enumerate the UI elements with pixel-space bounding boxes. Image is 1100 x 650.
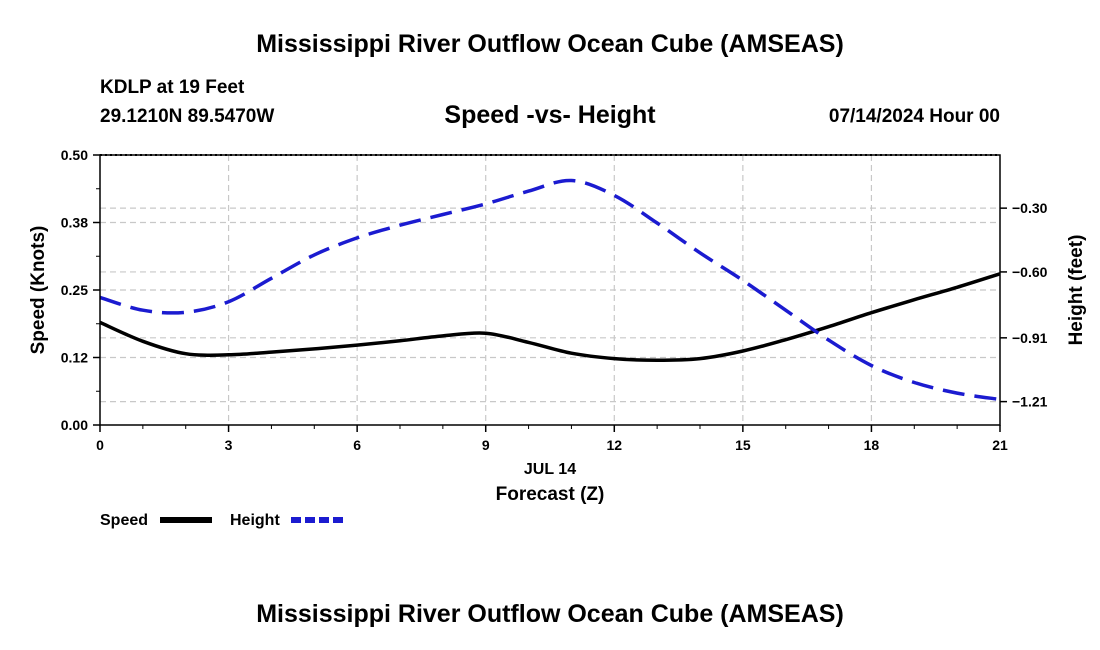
y-right-tick-label: −1.21 bbox=[1012, 394, 1048, 410]
grid-layer bbox=[100, 155, 1000, 425]
legend-label-speed: Speed bbox=[100, 512, 148, 529]
chart-title-top: Mississippi River Outflow Ocean Cube (AM… bbox=[256, 30, 844, 58]
chart-subtitle: Speed -vs- Height bbox=[444, 101, 656, 129]
x-tick-label: 9 bbox=[482, 437, 490, 453]
x-tick-label: 15 bbox=[735, 437, 751, 453]
axes-layer: 0 3 6 9 12 15 18 21 0.00 0.12 0.25 0.38 0.50 −0.30 −0.… bbox=[28, 147, 1087, 529]
y-left-tick-label: 0.38 bbox=[61, 215, 88, 231]
coordinates-label: 29.1210N 89.5470W bbox=[100, 106, 275, 127]
x-tick-label: 18 bbox=[864, 437, 880, 453]
speed-height-chart: 0 3 6 9 12 15 18 21 0.00 0.12 0.25 0.38 0.50 −0.30 −0.… bbox=[28, 147, 1087, 529]
y-left-axis-label: Speed (Knots) bbox=[28, 226, 49, 355]
y-right-axis-label: Height (feet) bbox=[1066, 235, 1087, 346]
x-tick-label: 6 bbox=[353, 437, 361, 453]
y-right-tick-label: −0.30 bbox=[1012, 200, 1048, 216]
y-left-tick-label: 0.12 bbox=[61, 350, 88, 366]
datetime-label: 07/14/2024 Hour 00 bbox=[828, 106, 1000, 127]
y-left-tick-label: 0.50 bbox=[61, 147, 88, 163]
x-axis-label: Forecast (Z) bbox=[496, 484, 605, 505]
x-date-label: JUL 14 bbox=[524, 461, 576, 478]
station-label: KDLP at 19 Feet bbox=[100, 77, 245, 98]
y-right-tick-label: −0.91 bbox=[1012, 330, 1048, 346]
x-tick-label: 12 bbox=[606, 437, 622, 453]
y-right-tick-label: −0.60 bbox=[1012, 264, 1048, 280]
x-tick-label: 0 bbox=[96, 437, 104, 453]
x-tick-label: 3 bbox=[225, 437, 233, 453]
series-line-speed bbox=[99, 272, 1001, 362]
x-tick-label: 21 bbox=[992, 437, 1008, 453]
chart-title-bottom: Mississippi River Outflow Ocean Cube (AM… bbox=[256, 600, 844, 628]
y-left-tick-label: 0.00 bbox=[61, 417, 88, 433]
legend-label-height: Height bbox=[230, 512, 280, 529]
y-left-tick-label: 0.25 bbox=[61, 282, 88, 298]
series-layer bbox=[99, 178, 1001, 402]
